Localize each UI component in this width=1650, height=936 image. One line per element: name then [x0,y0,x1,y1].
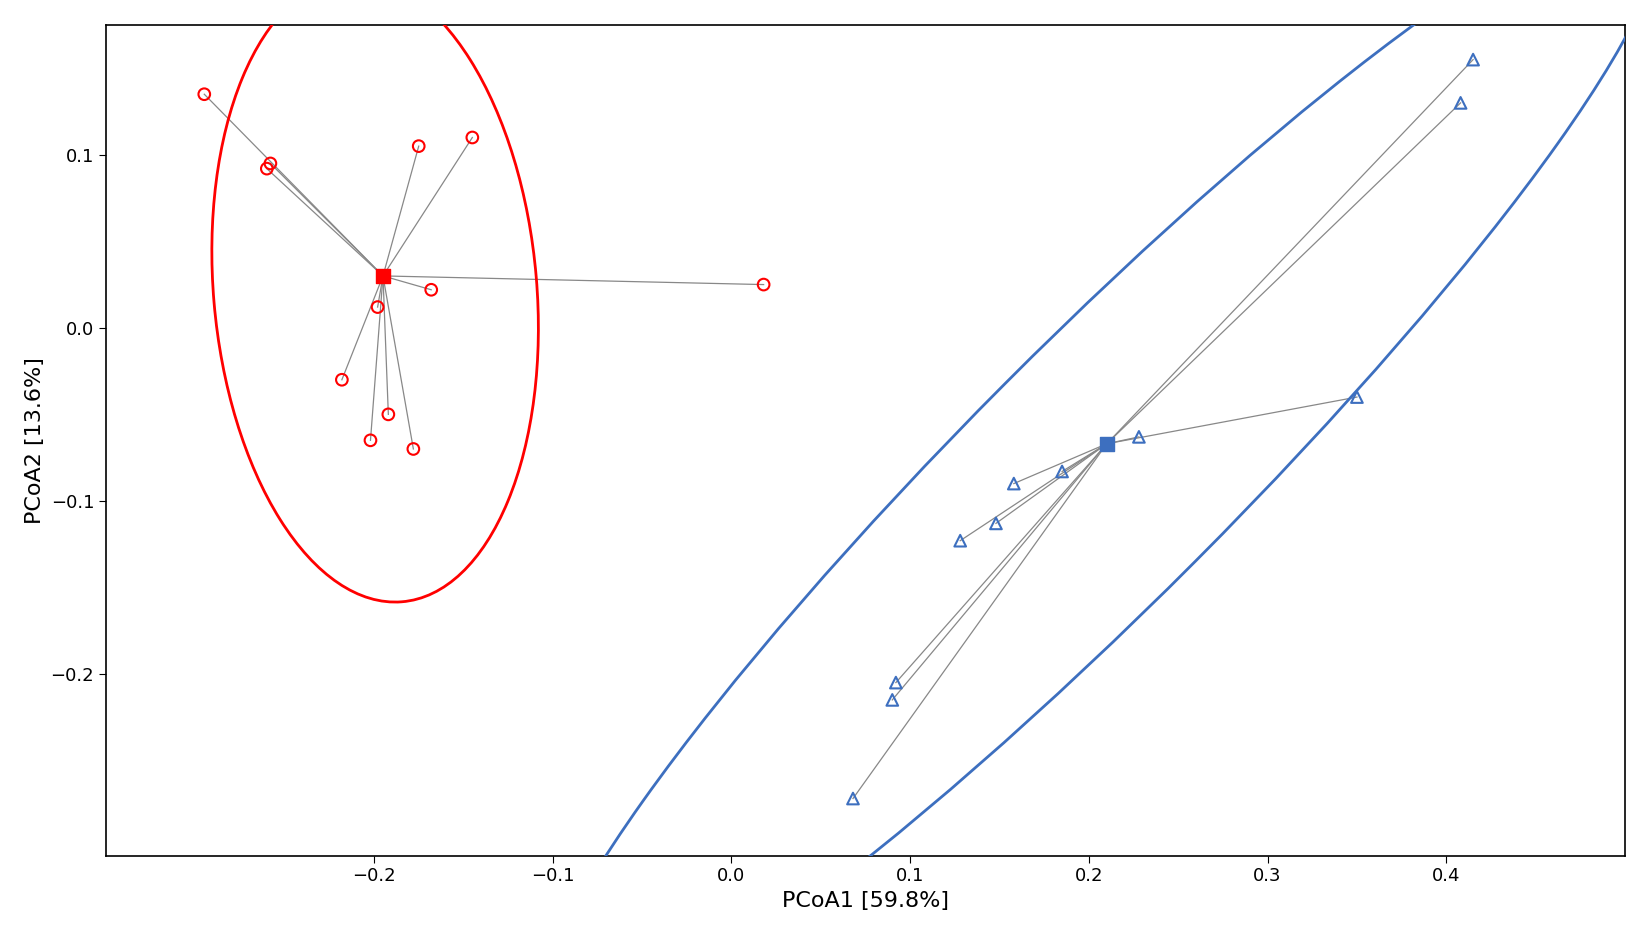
Point [1447,95,1473,110]
Point [1343,389,1370,404]
Point [358,432,384,447]
Point [459,130,485,145]
Point [947,534,973,548]
Point [401,442,427,457]
Point [840,791,866,806]
Point [1125,430,1152,445]
Point [370,269,396,284]
Point [254,161,280,176]
Point [883,675,909,690]
Point [1094,436,1120,451]
Point [879,693,906,708]
Point [191,87,218,102]
Point [1460,52,1487,67]
Y-axis label: PCoA2 [13.6%]: PCoA2 [13.6%] [25,357,45,524]
Point [375,407,401,422]
Point [1049,464,1076,479]
Point [751,277,777,292]
Point [983,516,1010,531]
X-axis label: PCoA1 [59.8%]: PCoA1 [59.8%] [782,891,949,911]
Point [328,373,355,388]
Point [1000,476,1026,491]
Point [365,300,391,314]
Point [417,283,444,298]
Point [257,156,284,171]
Point [406,139,432,154]
